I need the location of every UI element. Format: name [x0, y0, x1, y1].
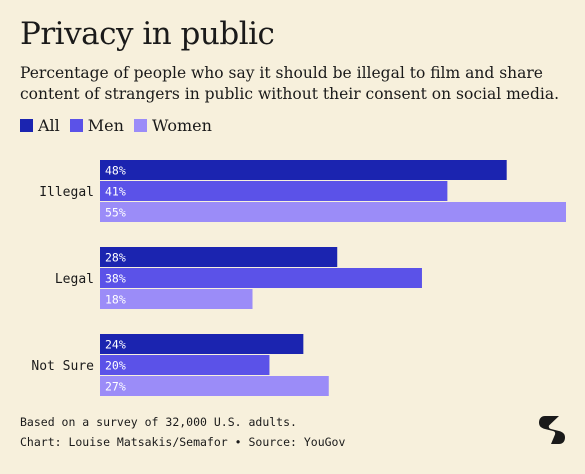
- bar-label-illegal-all: 48%: [105, 164, 126, 178]
- category-label-not-sure: Not Sure: [31, 359, 94, 374]
- bar-illegal-men: [100, 181, 448, 201]
- bar-label-illegal-men: 41%: [105, 185, 126, 199]
- category-label-legal: Legal: [55, 272, 94, 287]
- footnote-credit: Chart: Louise Matsakis/Semafor • Source:…: [20, 435, 346, 449]
- bar-legal-men: [100, 268, 422, 288]
- bar-label-illegal-women: 55%: [105, 206, 126, 220]
- bar-legal-all: [100, 247, 338, 267]
- bar-label-not-sure-women: 27%: [105, 380, 126, 394]
- bar-label-not-sure-men: 20%: [105, 359, 126, 373]
- legend-label-all: All: [38, 116, 60, 135]
- bar-label-legal-men: 38%: [105, 272, 126, 286]
- semafor-logo-icon: [539, 416, 565, 444]
- legend-item-all: All: [20, 116, 60, 135]
- legend: All Men Women: [20, 116, 212, 135]
- legend-item-men: Men: [69, 116, 124, 135]
- bar-not-sure-men: [100, 355, 270, 375]
- bar-label-not-sure-all: 24%: [105, 338, 126, 352]
- bar-legal-women: [100, 289, 253, 309]
- bar-label-legal-all: 28%: [105, 251, 126, 265]
- bar-illegal-all: [100, 160, 507, 180]
- bar-not-sure-women: [100, 376, 329, 396]
- legend-swatch-men: [69, 119, 83, 132]
- legend-item-women: Women: [133, 116, 212, 135]
- legend-label-men: Men: [87, 116, 124, 135]
- footnote-survey: Based on a survey of 32,000 U.S. adults.: [20, 415, 297, 429]
- bar-label-legal-women: 18%: [105, 293, 126, 307]
- footnote: Based on a survey of 32,000 U.S. adults.…: [20, 412, 345, 452]
- legend-swatch-all: [20, 119, 33, 132]
- legend-label-women: Women: [151, 116, 212, 135]
- chart-subtitle: Percentage of people who say it should b…: [20, 64, 560, 103]
- category-label-illegal: Illegal: [39, 185, 94, 200]
- bar-not-sure-all: [100, 334, 304, 354]
- bar-illegal-women: [100, 202, 566, 222]
- legend-swatch-women: [133, 119, 147, 132]
- chart-title: Privacy in public: [20, 16, 275, 52]
